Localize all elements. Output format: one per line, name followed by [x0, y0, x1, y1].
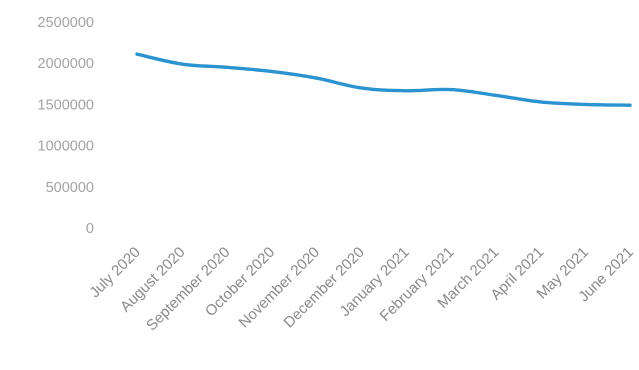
y-tick-label: 500000: [46, 180, 94, 196]
y-tick-label: 1000000: [38, 139, 94, 155]
data-point: [269, 69, 274, 74]
y-tick-label: 2000000: [38, 56, 94, 72]
x-tick-label: November 2020: [236, 244, 323, 331]
data-point: [314, 76, 318, 80]
y-tick-label: 2500000: [38, 15, 94, 31]
data-point: [628, 103, 632, 107]
data-point: [404, 89, 408, 93]
data-point: [359, 86, 363, 90]
data-point: [225, 65, 229, 69]
data-point: [538, 100, 542, 104]
data-point: [135, 52, 139, 56]
data-point: [180, 62, 184, 66]
y-tick-label: 1500000: [38, 97, 94, 113]
x-tick-label: December 2020: [280, 244, 367, 331]
plot-area: [135, 52, 632, 107]
data-point: [493, 93, 498, 97]
data-point: [583, 102, 587, 106]
y-axis: 0 500000 1000000 1500000 2000000 2500000: [38, 15, 94, 237]
data-point: [449, 87, 453, 92]
series-line: [135, 52, 632, 107]
y-tick-label: 0: [86, 221, 94, 237]
